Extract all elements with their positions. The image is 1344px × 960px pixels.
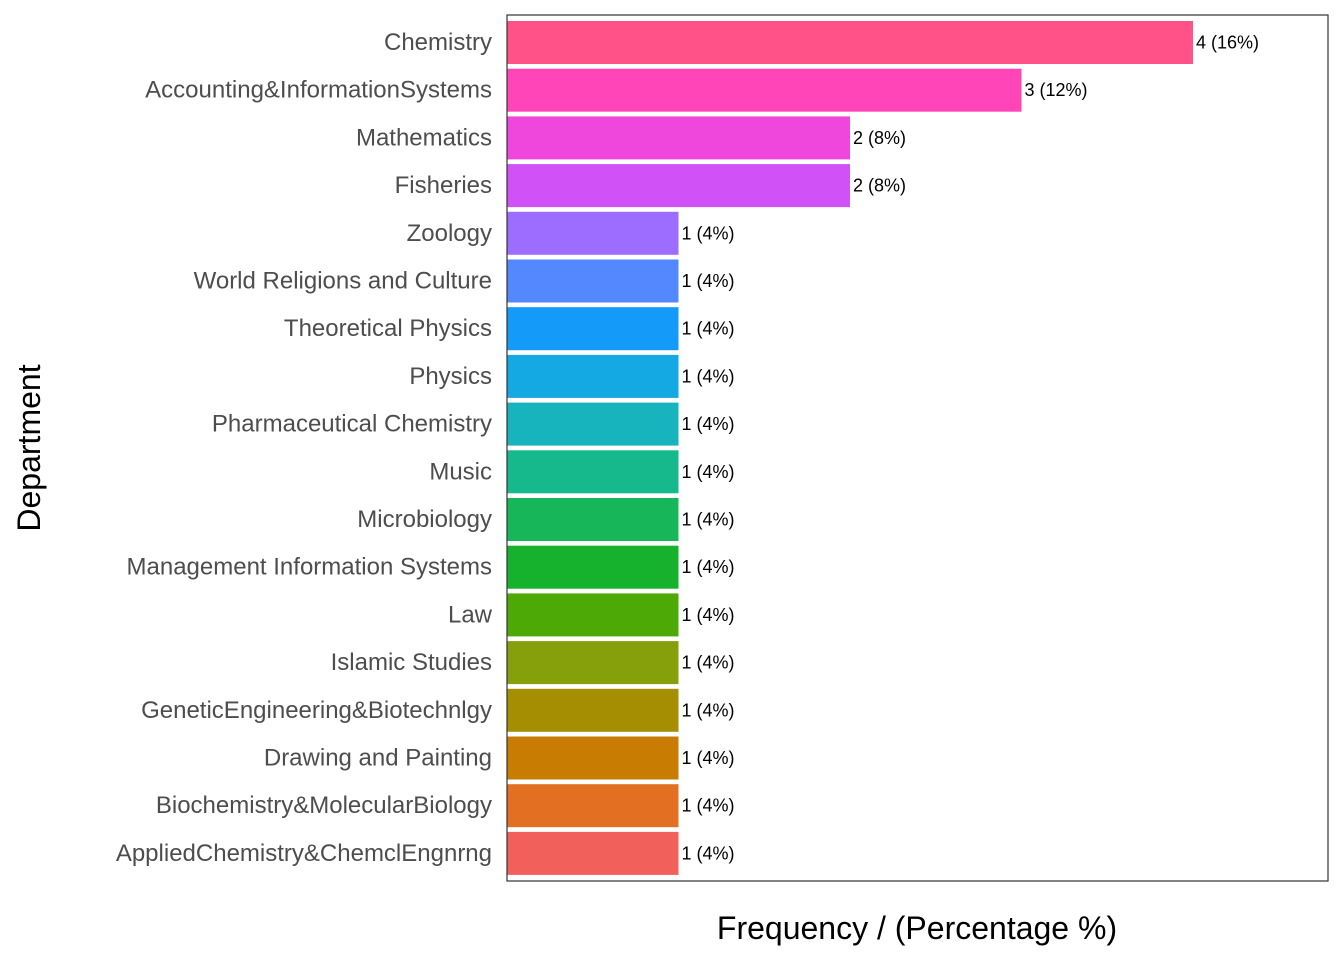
category-label: Pharmaceutical Chemistry (212, 411, 492, 438)
bars-layer (507, 21, 1193, 875)
category-label: Mathematics (356, 124, 492, 151)
bar (507, 784, 679, 828)
x-axis-title: Frequency / (Percentage %) (717, 910, 1117, 946)
bar (507, 164, 850, 208)
data-label: 1 (4%) (682, 796, 735, 816)
data-label: 1 (4%) (682, 319, 735, 339)
category-labels: Chemistry Accounting&InformationSystems Ma… (116, 29, 493, 867)
plot-panel-border (506, 14, 1329, 882)
category-label: Fisheries (395, 172, 492, 199)
category-label: Biochemistry&MolecularBiology (156, 792, 492, 819)
data-label: 1 (4%) (682, 557, 735, 577)
bar (507, 307, 679, 351)
data-label: 1 (4%) (682, 700, 735, 720)
category-label: Drawing and Painting (264, 745, 492, 772)
data-label: 1 (4%) (682, 462, 735, 482)
category-label: Zoology (407, 220, 492, 247)
category-label: Law (448, 601, 493, 628)
bar (507, 736, 679, 780)
category-label: Microbiology (357, 506, 492, 533)
category-label: Accounting&InformationSystems (145, 77, 492, 104)
bar (507, 831, 679, 875)
data-label: 2 (8%) (853, 176, 906, 196)
bar (507, 68, 1022, 112)
bar (507, 116, 850, 160)
bar (507, 21, 1193, 64)
bar (507, 354, 679, 398)
category-label: AppliedChemistry&ChemclEngnrng (116, 840, 492, 867)
bar (507, 402, 679, 446)
category-label: GeneticEngineering&Biotechnlgy (141, 697, 492, 724)
category-label: Management Information Systems (127, 554, 493, 581)
data-label: 1 (4%) (682, 653, 735, 673)
bar (507, 498, 679, 541)
category-label: Chemistry (384, 29, 492, 56)
data-label: 3 (12%) (1025, 80, 1088, 100)
bar (507, 688, 679, 732)
y-axis-title: Department (11, 364, 47, 531)
bar (507, 211, 679, 255)
data-label: 1 (4%) (682, 843, 735, 863)
data-label: 1 (4%) (682, 271, 735, 291)
category-label: World Religions and Culture (194, 268, 492, 295)
data-label: 1 (4%) (682, 605, 735, 625)
category-label: Theoretical Physics (284, 315, 492, 342)
bar (507, 259, 679, 303)
bar (507, 641, 679, 685)
data-label: 2 (8%) (853, 128, 906, 148)
bar (507, 593, 679, 637)
bar (507, 450, 679, 494)
data-label: 4 (16%) (1196, 33, 1259, 53)
data-label: 1 (4%) (682, 414, 735, 434)
bar (507, 545, 679, 589)
category-label: Music (429, 458, 492, 485)
category-label: Islamic Studies (331, 649, 492, 676)
data-label: 1 (4%) (682, 366, 735, 386)
data-label: 1 (4%) (682, 748, 735, 768)
data-labels: 4 (16%) 3 (12%) 2 (8%) 2 (8%) 1 (4%) 1 (4%) 1 … (682, 33, 1260, 864)
data-label: 1 (4%) (682, 223, 735, 243)
category-label: Physics (409, 363, 492, 390)
data-label: 1 (4%) (682, 510, 735, 530)
